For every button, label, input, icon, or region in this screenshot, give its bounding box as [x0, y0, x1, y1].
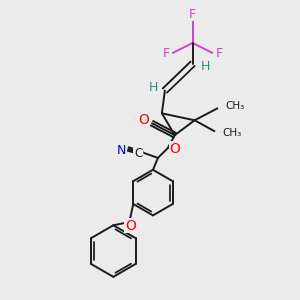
Text: H: H — [148, 81, 158, 94]
Text: F: F — [162, 47, 169, 60]
Text: F: F — [216, 47, 223, 60]
Text: CH₃: CH₃ — [222, 128, 242, 138]
Text: O: O — [169, 142, 180, 156]
Text: O: O — [125, 219, 136, 233]
Text: CH₃: CH₃ — [225, 101, 244, 111]
Text: O: O — [139, 113, 149, 127]
Text: F: F — [189, 8, 196, 21]
Text: H: H — [201, 60, 210, 73]
Text: C: C — [134, 148, 142, 160]
Text: N: N — [117, 143, 126, 157]
